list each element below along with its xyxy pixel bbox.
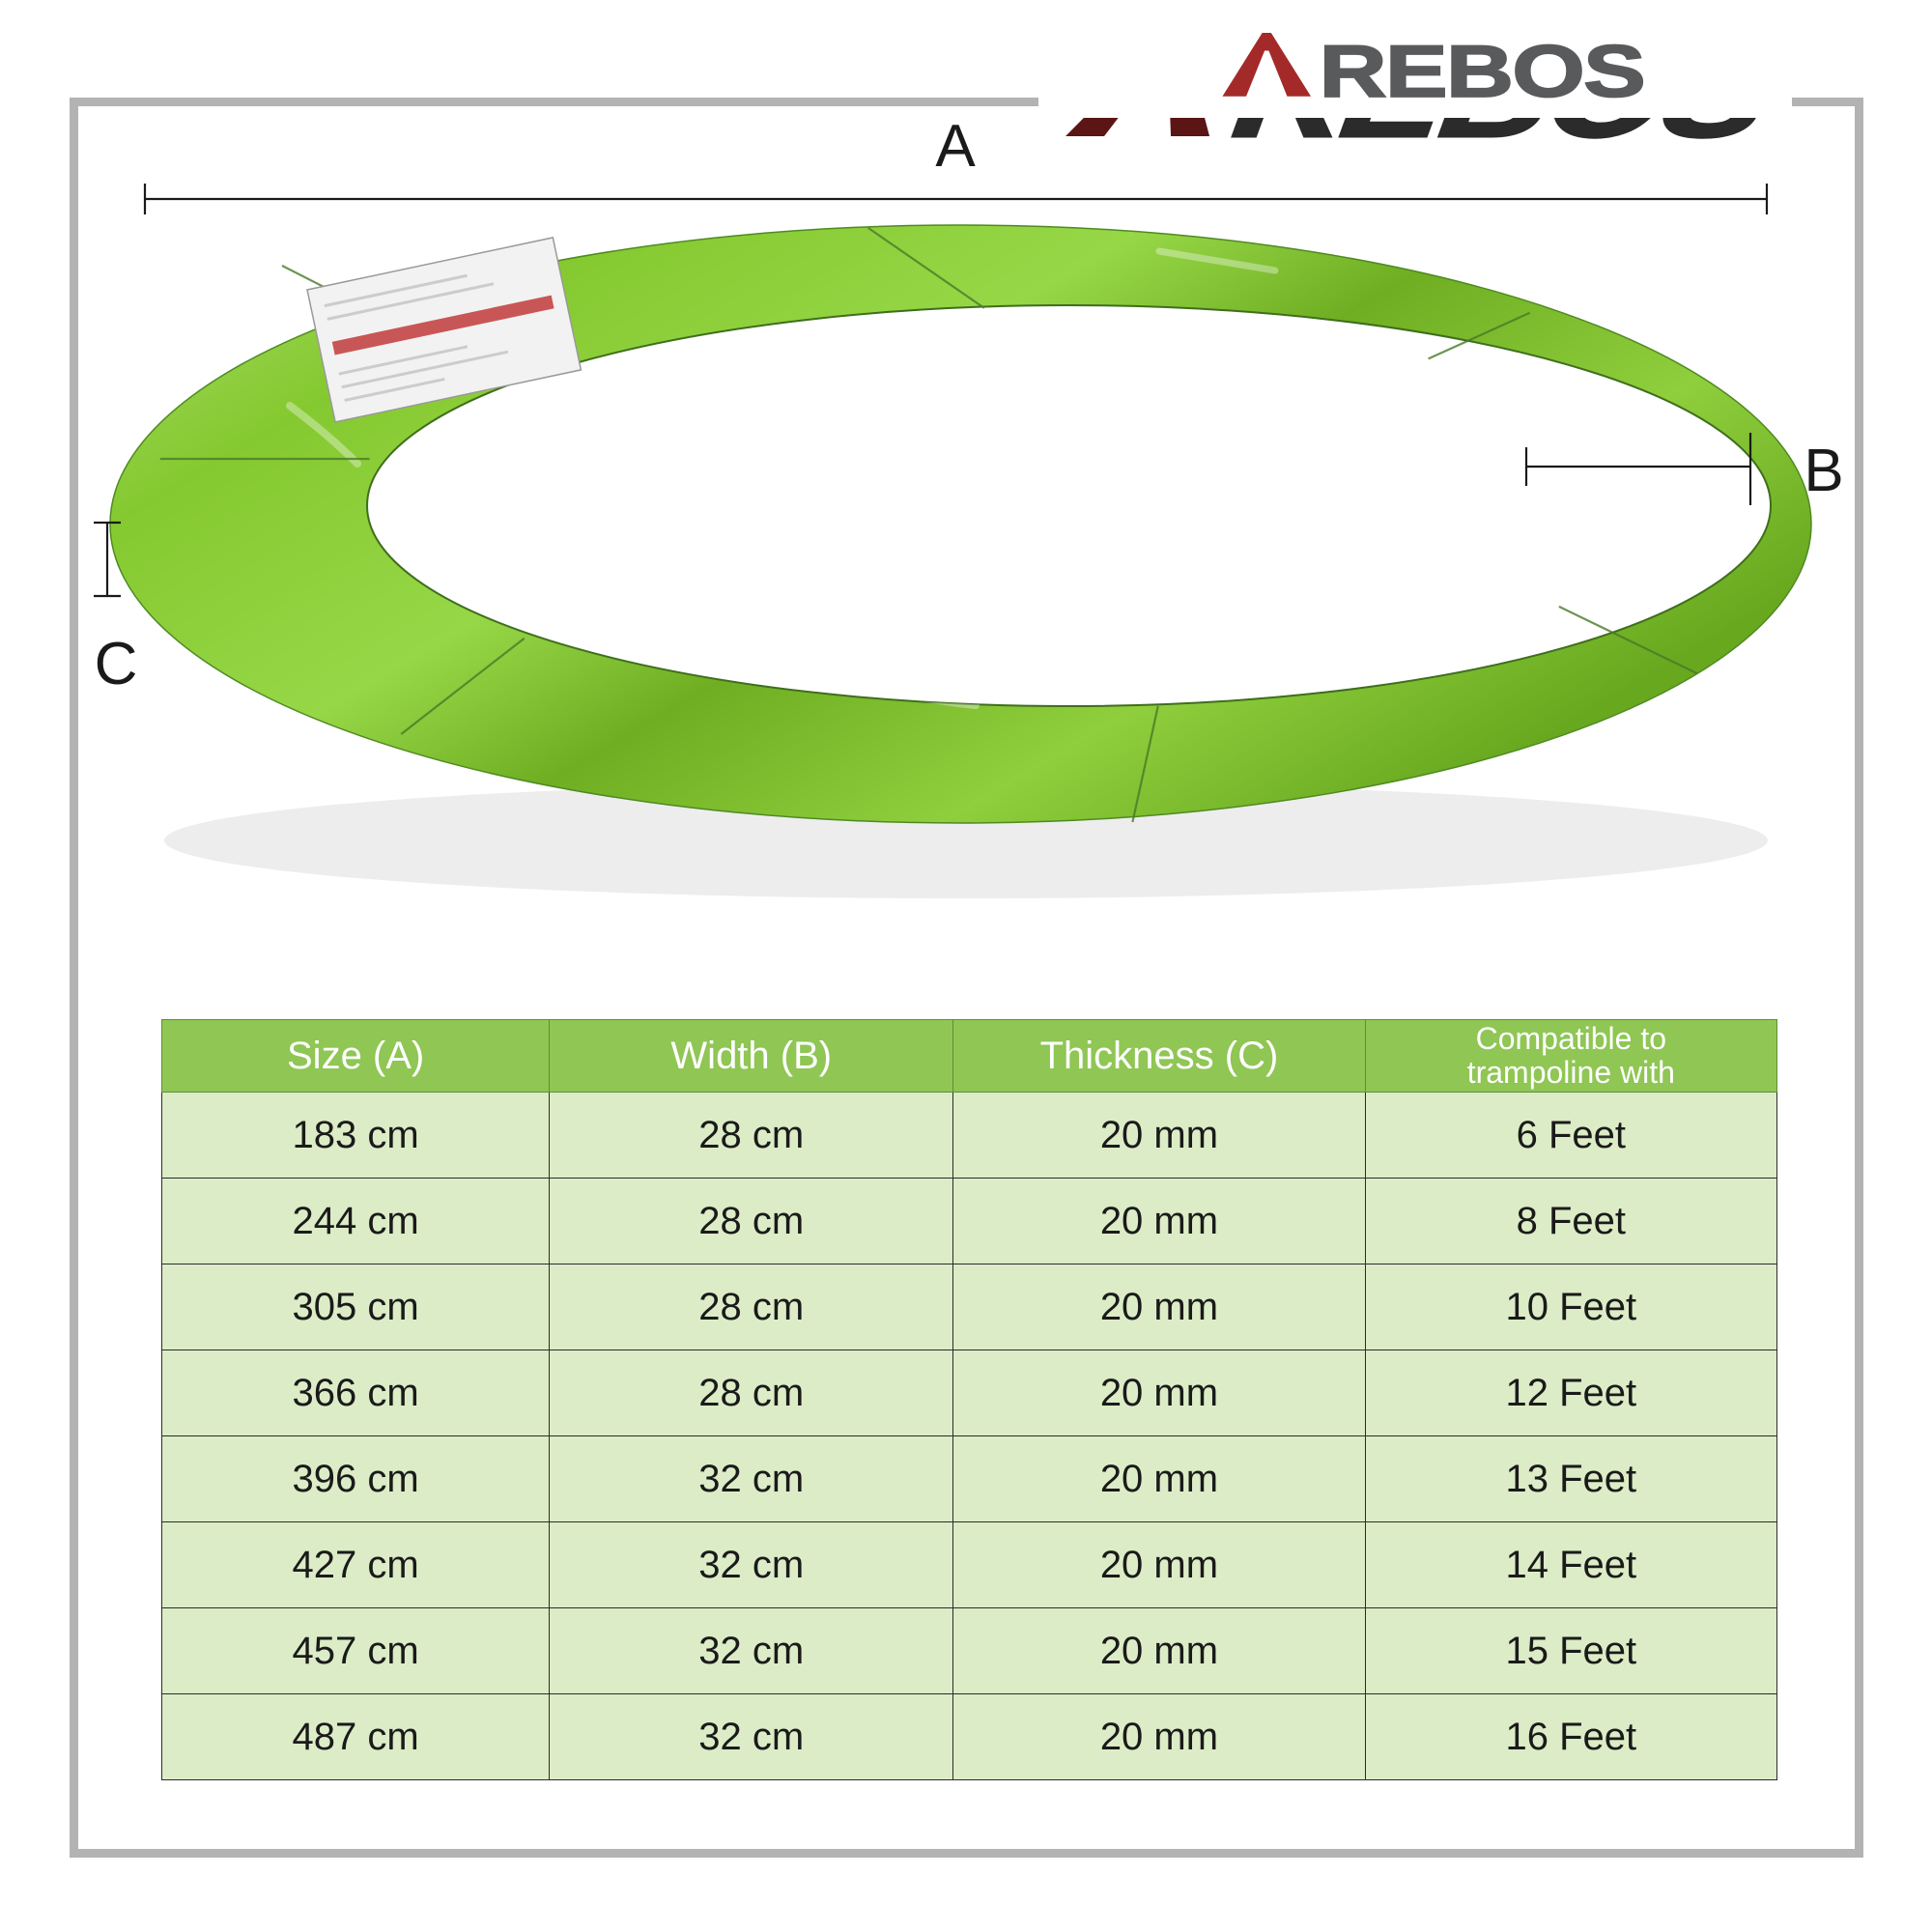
svg-text:B: B xyxy=(1804,438,1843,504)
svg-text:A: A xyxy=(935,113,976,180)
svg-text:C: C xyxy=(95,631,138,697)
